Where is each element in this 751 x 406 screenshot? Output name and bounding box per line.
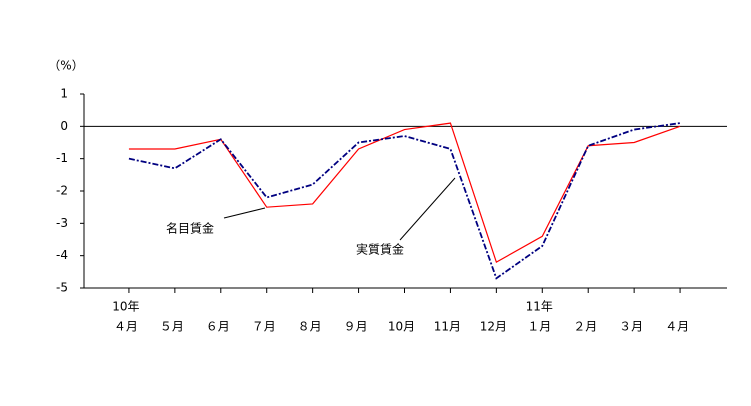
x-tick-label: ９月 [344,320,368,334]
series-label: 実質賃金 [356,242,404,257]
y-unit-label: （%） [48,59,83,73]
x-tick-label: ８月 [298,320,322,334]
leader-line [223,207,266,219]
x-year-label: 10年 [112,300,139,314]
x-tick-label: ２月 [573,320,597,334]
x-tick-label: ４月 [114,320,138,334]
series-line [128,122,681,264]
x-tick-label: １月 [527,320,551,334]
x-year-label: 11年 [526,300,553,314]
x-tick-label: ３月 [619,320,643,334]
y-tick-label: 1 [60,87,68,101]
y-tick-label: -3 [56,216,68,230]
x-tick-label: ４月 [665,320,689,334]
leader-line [399,177,456,241]
x-tick-label: ７月 [252,320,276,334]
y-tick-label: -4 [56,248,68,262]
x-tick-label: 11月 [434,320,461,334]
x-tick-label: ５月 [160,320,184,334]
y-tick-label: 0 [60,119,68,133]
series-line [128,122,681,280]
x-tick-label: 12月 [480,320,507,334]
y-tick-label: -2 [56,184,68,198]
y-tick-label: -5 [56,281,68,295]
x-tick-label: 10月 [388,320,415,334]
series-label: 名目賃金 [166,221,214,236]
y-tick-label: -1 [56,151,68,165]
x-tick-label: ６月 [206,320,230,334]
